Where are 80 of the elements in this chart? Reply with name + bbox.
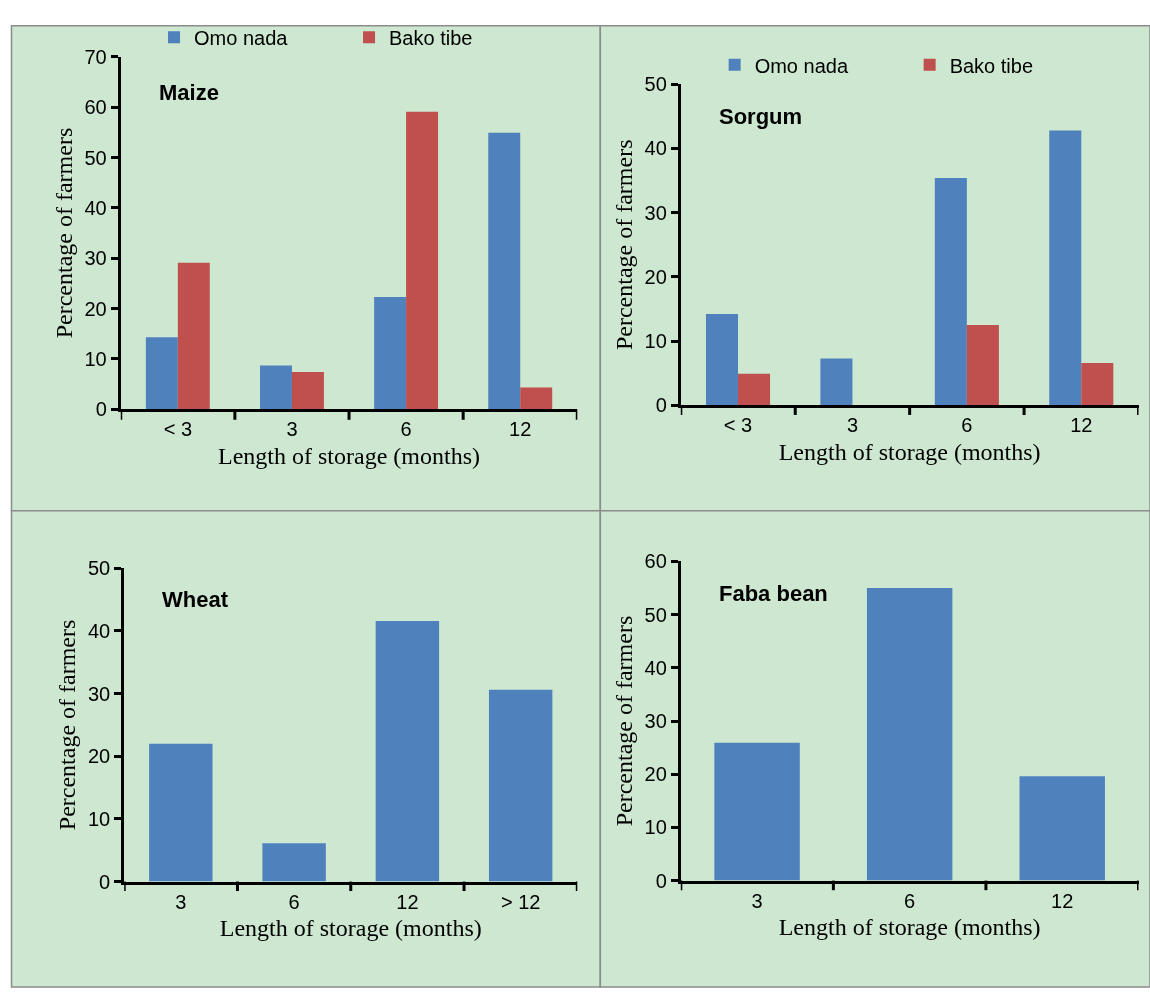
bar [966, 325, 999, 406]
y-axis-title: Percentage of farmers [50, 127, 77, 339]
y-axis-title: Percentage of farmers [610, 615, 637, 827]
y-tick-label: 0 [99, 870, 111, 893]
bar [705, 314, 739, 406]
x-tick-label: 6 [904, 889, 916, 912]
text: Wheat [162, 587, 229, 612]
y-tick-label: 30 [644, 710, 667, 733]
y-tick-label: 60 [84, 96, 107, 119]
x-tick-label: > 12 [500, 890, 541, 913]
y-tick-label: 10 [644, 816, 667, 839]
x-tick-label: 12 [396, 890, 419, 913]
bar [820, 358, 853, 406]
y-axis-title: Percentage of farmers [54, 619, 81, 831]
x-tick-label: 12 [1070, 414, 1093, 437]
bar [520, 387, 553, 410]
y-tick-label: 0 [655, 394, 667, 417]
bar [1019, 776, 1105, 881]
bar [375, 620, 440, 882]
x-tick-label: 12 [509, 418, 532, 441]
bar [1049, 130, 1082, 406]
y-tick-label: 50 [644, 73, 667, 96]
bar [1081, 362, 1114, 406]
x-tick-label: 12 [1051, 889, 1074, 912]
legend-label: Omo nada [194, 27, 289, 50]
bar [177, 262, 210, 410]
x-tick-label: 3 [175, 890, 187, 913]
bar [374, 296, 407, 410]
x-tick-label: 3 [751, 889, 763, 912]
y-tick-label: 20 [644, 763, 667, 786]
y-tick-label: 20 [87, 745, 111, 768]
bar [866, 588, 953, 881]
y-tick-label: 30 [87, 682, 111, 705]
x-tick-label: 6 [961, 414, 973, 437]
text: Maize [159, 80, 219, 105]
y-tick-label: 10 [87, 807, 111, 830]
y-axis-title: Percentage of farmers [610, 139, 637, 351]
y-tick-label: 10 [84, 347, 107, 370]
y-tick-label: 60 [644, 550, 667, 573]
y-tick-label: 40 [644, 137, 667, 160]
text: Sorgum [719, 104, 803, 129]
y-tick-label: 0 [655, 869, 667, 892]
x-axis-title: Length of storage (months) [219, 914, 482, 941]
x-axis-title: Length of storage (months) [778, 913, 1041, 940]
y-tick-label: 50 [84, 146, 107, 169]
bar [291, 371, 324, 410]
y-tick-label: 50 [644, 603, 667, 626]
legend-label: Omo nada [754, 54, 849, 77]
x-tick-label: 3 [846, 414, 858, 437]
y-tick-label: 20 [84, 297, 107, 320]
bar [714, 742, 800, 881]
bar [934, 177, 967, 406]
x-tick-label: 6 [400, 418, 412, 441]
bar [260, 365, 292, 410]
bar [145, 337, 178, 410]
x-tick-label: < 3 [723, 414, 753, 437]
text: Faba bean [719, 581, 828, 606]
y-tick-label: 40 [644, 656, 667, 679]
y-tick-label: 50 [87, 557, 111, 580]
x-axis-title: Length of storage (months) [778, 438, 1041, 465]
bar [262, 843, 326, 882]
x-tick-label: < 3 [163, 418, 192, 441]
y-tick-label: 40 [87, 619, 111, 642]
y-tick-label: 30 [84, 247, 107, 270]
y-tick-label: 30 [644, 201, 667, 224]
x-tick-label: 3 [286, 418, 298, 441]
bar [488, 132, 521, 410]
bar [738, 373, 771, 406]
y-tick-label: 10 [644, 330, 667, 353]
legend-label: Bako tibe [949, 54, 1034, 77]
bar [488, 689, 553, 882]
y-tick-label: 70 [84, 45, 107, 68]
y-tick-label: 40 [84, 196, 107, 219]
x-tick-label: 6 [288, 890, 300, 913]
y-tick-label: 0 [95, 398, 107, 421]
bar [149, 743, 213, 882]
legend-label: Bako tibe [389, 27, 473, 50]
bar [406, 111, 439, 410]
x-axis-title: Length of storage (months) [218, 442, 480, 469]
y-tick-label: 20 [644, 265, 667, 288]
